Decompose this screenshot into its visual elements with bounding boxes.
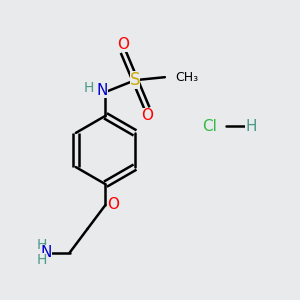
Text: O: O [107,197,119,212]
Text: CH₃: CH₃ [175,71,198,84]
Text: H: H [84,81,94,94]
Text: N: N [97,83,108,98]
Text: H: H [36,253,47,267]
Text: N: N [41,245,52,260]
Text: Cl: Cl [202,119,217,134]
Text: O: O [141,108,153,123]
Text: S: S [130,71,140,89]
Text: H: H [245,119,257,134]
Text: O: O [117,37,129,52]
Text: H: H [36,238,47,252]
